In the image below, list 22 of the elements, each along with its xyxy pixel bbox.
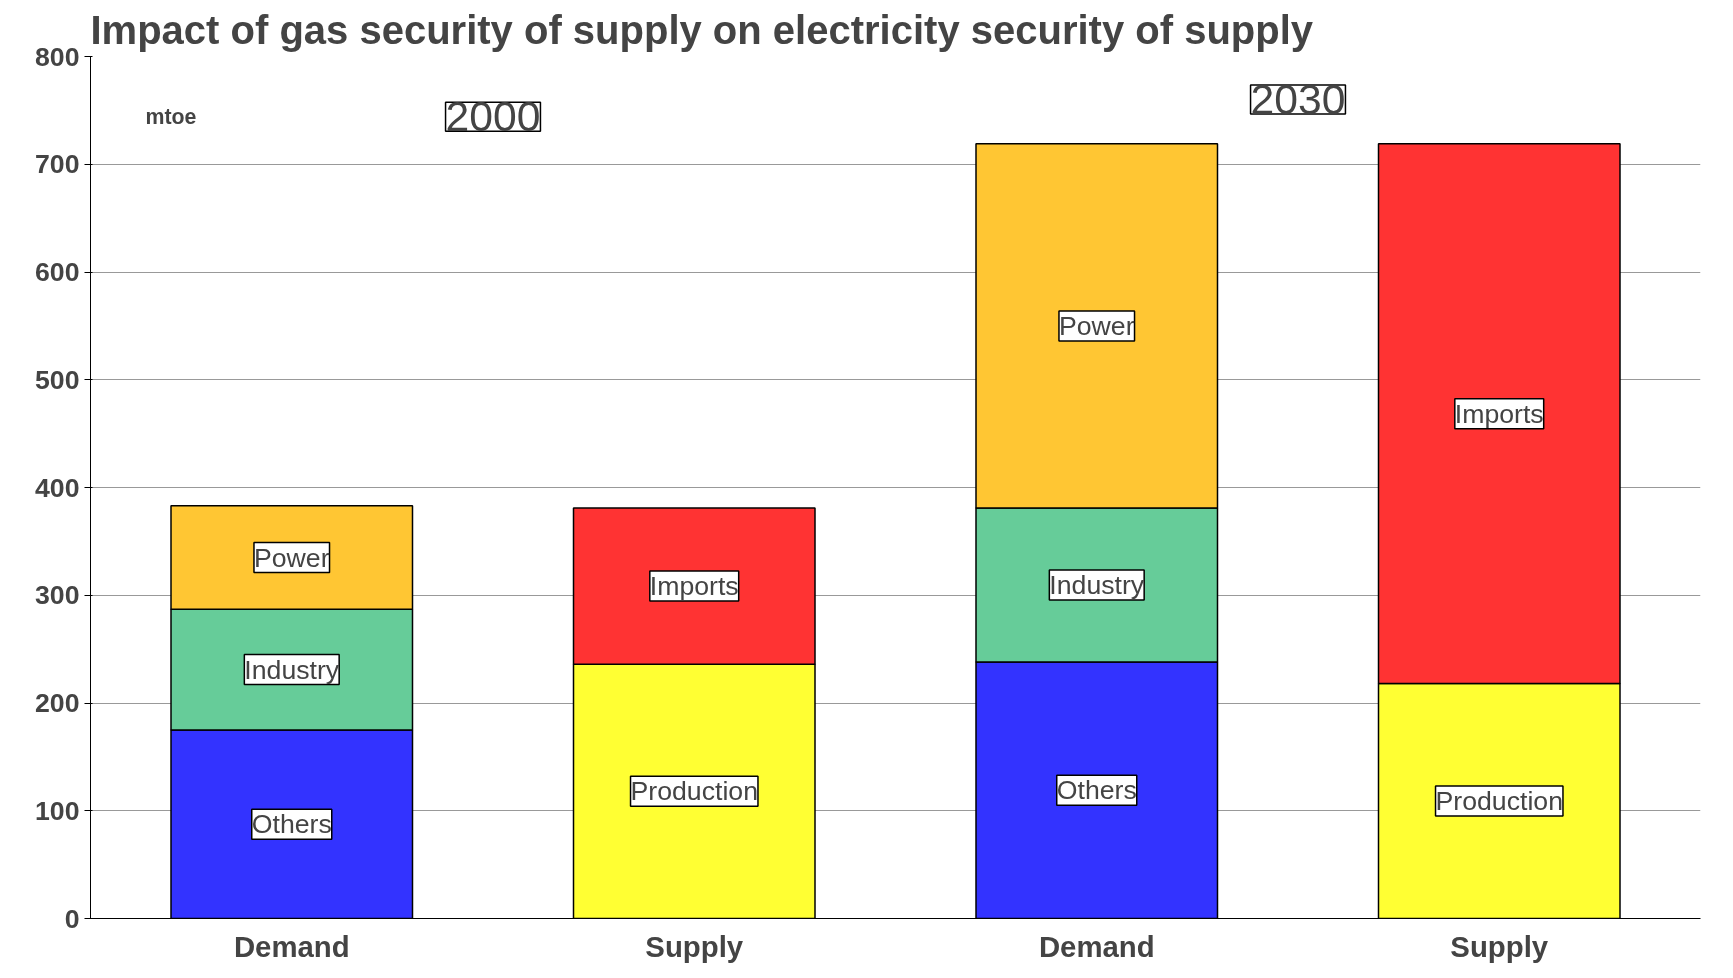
series-label: Production	[630, 776, 758, 807]
y-tick-label: 700	[35, 149, 80, 180]
annotation: mtoe	[145, 104, 197, 129]
text: Others	[1056, 775, 1137, 806]
y-tick-label: 200	[35, 688, 80, 718]
y-tick-label: 500	[35, 364, 80, 395]
chart-title: Impact of gas security of supply on electricity security of supply	[90, 7, 1314, 52]
series-label: Imports	[649, 571, 739, 602]
annotation: 2000	[445, 92, 541, 141]
y-tick-label: 300	[35, 580, 80, 611]
y-tick-label: 100	[35, 795, 80, 826]
x-tick-label: Supply	[1450, 929, 1549, 963]
series-label: Others	[251, 809, 332, 840]
y-tick-label: 800	[35, 41, 80, 72]
y-tick-label: 600	[35, 257, 80, 287]
text: Imports	[1454, 398, 1544, 429]
text: Production	[1435, 786, 1563, 817]
x-tick-label: Supply	[645, 929, 744, 963]
x-tick-label: Demand	[1038, 929, 1155, 963]
y-tick-label: 0	[64, 903, 80, 934]
y-tick-label: 400	[35, 472, 80, 503]
x-tick-label: Demand	[233, 929, 350, 963]
